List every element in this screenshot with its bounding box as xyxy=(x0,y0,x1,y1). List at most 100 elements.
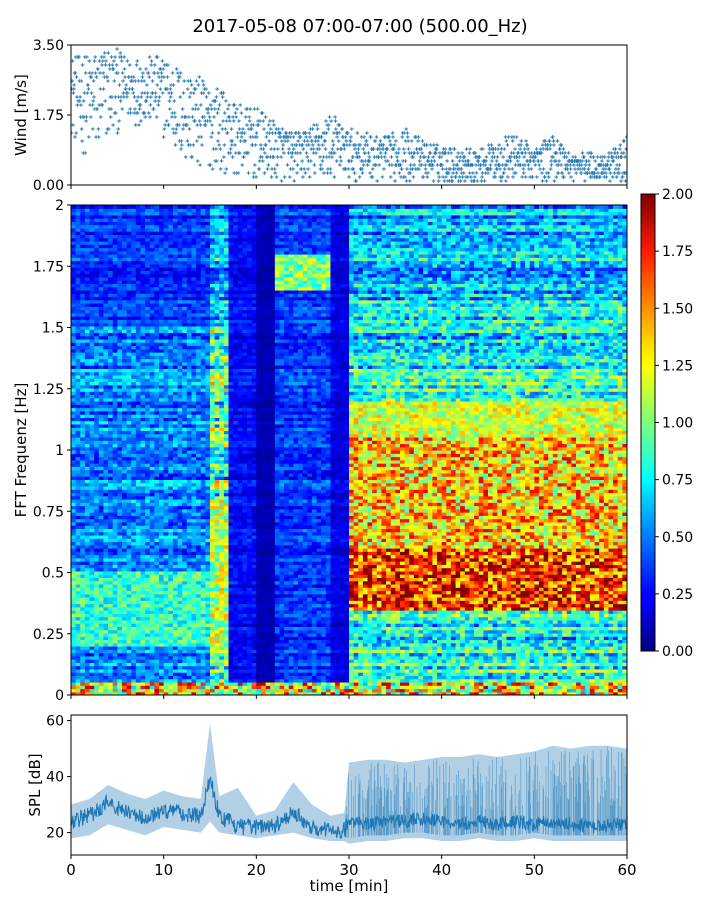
spectrogram-cell xyxy=(80,476,86,480)
spectrogram-cell xyxy=(89,528,95,533)
wind-data-point xyxy=(123,75,127,79)
spectrogram-cell xyxy=(121,208,128,213)
wind-data-point xyxy=(100,63,104,67)
spectrogram-cell xyxy=(71,541,77,546)
spectrogram-cell xyxy=(117,365,123,369)
wind-data-point xyxy=(587,159,591,163)
spectrogram-cell xyxy=(71,485,77,490)
wind-data-point xyxy=(571,163,576,167)
spectrogram-cell xyxy=(112,231,118,235)
wind-data-point xyxy=(134,63,139,67)
spectrogram-cell xyxy=(80,531,86,536)
wind-data-point xyxy=(109,55,114,59)
spectrogram-cell xyxy=(84,352,91,356)
wind-data-point xyxy=(526,163,531,167)
spectrogram-cell xyxy=(108,303,114,307)
spectrogram-cell xyxy=(75,639,81,644)
spectrogram-cell xyxy=(98,218,105,222)
wind-data-point xyxy=(497,143,501,147)
spectrogram-cell xyxy=(112,263,118,268)
spectrogram-cell xyxy=(126,397,132,402)
spectrogram-cell xyxy=(98,472,105,477)
spectrogram-cell xyxy=(75,636,81,641)
spectrogram-cell xyxy=(121,214,128,219)
spectrogram-cell xyxy=(108,368,114,373)
wind-data-point xyxy=(271,155,276,159)
spectrogram-cell xyxy=(108,289,114,294)
spectrogram-cell xyxy=(94,583,100,588)
spectrogram-cell xyxy=(75,662,81,667)
wind-data-point xyxy=(196,83,201,87)
wind-data-point xyxy=(143,115,148,119)
wind-data-point xyxy=(261,119,266,123)
spectrogram-cell xyxy=(71,583,77,588)
spectrogram-cell xyxy=(71,355,77,360)
spectrogram-cell xyxy=(89,515,95,520)
wind-data-point xyxy=(561,147,566,151)
wind-data-point xyxy=(254,175,258,179)
spectrogram-cell xyxy=(94,485,100,490)
spectrogram-cell xyxy=(75,623,81,627)
spectrogram-cell xyxy=(112,502,118,507)
spectrogram-cell xyxy=(117,244,123,249)
wind-data-point xyxy=(188,79,193,83)
spectrogram-cell xyxy=(112,685,118,690)
spectrogram-cell xyxy=(80,453,86,458)
spectrogram-cell xyxy=(103,649,109,654)
wind-data-point xyxy=(239,135,244,139)
spectrogram-cell xyxy=(94,440,100,445)
spectrogram-cell xyxy=(126,417,132,422)
spectrogram-cell xyxy=(108,270,114,275)
wind-data-point xyxy=(139,119,143,123)
spectrogram-cell xyxy=(75,531,81,536)
spectrogram-cell xyxy=(75,286,81,291)
wind-data-point xyxy=(303,131,308,135)
wind-data-point xyxy=(243,139,248,143)
wind-data-point xyxy=(204,87,208,91)
wind-data-point xyxy=(73,135,77,139)
spectrogram-cell xyxy=(84,639,91,644)
wind-data-point xyxy=(103,99,107,103)
spectrogram-cell xyxy=(89,476,95,480)
wind-data-point xyxy=(139,95,144,99)
spectrogram-cell xyxy=(89,368,95,373)
spectrogram-cell xyxy=(89,623,95,627)
spectrogram-cell xyxy=(71,557,77,562)
spectrogram-cell xyxy=(94,450,100,454)
spectrogram-cell xyxy=(121,387,128,392)
spectrogram-cell xyxy=(112,528,118,533)
spectrogram-cell xyxy=(121,642,128,647)
spectrogram-cell xyxy=(89,570,95,575)
wind-data-point xyxy=(540,171,544,175)
wind-data-point xyxy=(395,155,399,159)
spectrogram-cell xyxy=(89,534,95,539)
spectrogram-cell xyxy=(75,463,81,467)
spectrogram-cell xyxy=(71,659,77,663)
spectrogram-cell xyxy=(80,525,86,529)
spectrogram-cell xyxy=(98,659,105,663)
spectrogram-cell xyxy=(71,254,77,258)
spectrogram-cell xyxy=(108,423,114,428)
spectrogram-cell xyxy=(84,600,91,605)
spectrogram-cell xyxy=(112,525,118,529)
wind-data-point xyxy=(122,95,126,99)
spectrogram-cell xyxy=(80,495,86,500)
wind-data-point xyxy=(430,163,435,167)
spectrogram-cell xyxy=(126,456,132,461)
spectrogram-cell xyxy=(108,384,114,389)
wind-data-point xyxy=(225,131,230,135)
spectrogram-cell xyxy=(98,450,105,454)
wind-data-point xyxy=(261,159,265,163)
wind-data-point xyxy=(550,135,555,139)
spectrogram-cell xyxy=(145,205,151,209)
wind-data-point xyxy=(201,83,206,87)
spectrogram-cell xyxy=(89,427,95,431)
wind-data-point xyxy=(503,135,508,139)
wind-data-point xyxy=(281,143,285,147)
spectrogram-cell xyxy=(98,525,105,529)
wind-data-point xyxy=(208,103,213,107)
spectrogram-cell xyxy=(126,580,132,585)
spectrogram-cell xyxy=(117,423,123,428)
spectrogram-cell xyxy=(71,276,77,281)
spectrogram-cell xyxy=(112,312,118,317)
